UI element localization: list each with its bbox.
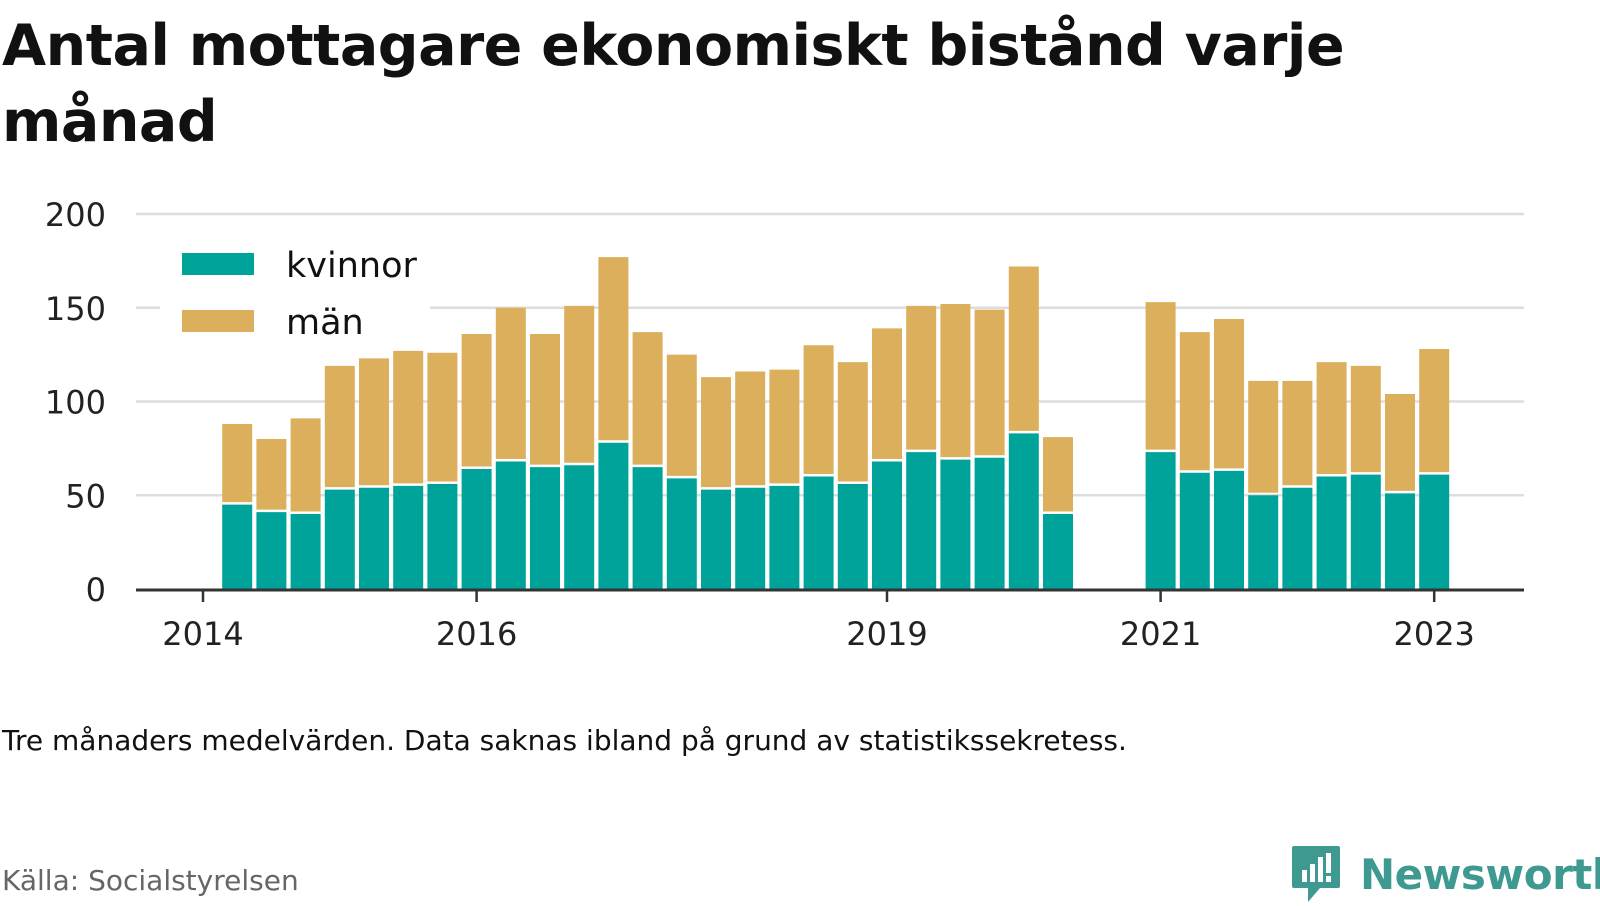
- bar-kvinnor: [1214, 470, 1244, 589]
- bar-man: [1350, 365, 1381, 473]
- bar-kvinnor: [1145, 452, 1176, 589]
- bar-man: [495, 307, 526, 459]
- bar-man: [598, 257, 629, 441]
- bar-man: [1282, 380, 1313, 486]
- legend-label-kvinnor: kvinnor: [286, 246, 417, 286]
- bar-man: [1043, 437, 1073, 512]
- legend-label-man: män: [286, 303, 364, 343]
- bar-kvinnor: [1385, 493, 1415, 589]
- bar-kvinnor: [427, 484, 458, 589]
- bar-kvinnor: [803, 476, 834, 589]
- bar-kvinnor: [837, 484, 868, 589]
- bars: [222, 257, 1450, 589]
- bar-kvinnor: [1248, 495, 1279, 589]
- y-axis-ticks: 0 50 100 150 200: [45, 196, 106, 609]
- bar-man: [461, 334, 492, 467]
- bar-kvinnor: [1008, 433, 1039, 589]
- bar-kvinnor: [1316, 476, 1347, 589]
- bar-kvinnor: [1043, 514, 1073, 589]
- bar-man: [222, 424, 253, 503]
- legend-swatch-kvinnor: [182, 253, 254, 275]
- newsworthy-logo-icon: [1292, 846, 1340, 902]
- bar-man: [290, 418, 321, 512]
- bar-kvinnor: [1350, 474, 1381, 589]
- x-tick-label: 2016: [436, 615, 517, 653]
- bar-man: [701, 377, 731, 488]
- bar-kvinnor: [564, 465, 595, 589]
- bar-kvinnor: [290, 514, 321, 589]
- bar-kvinnor: [769, 485, 800, 589]
- bar-man: [1419, 349, 1450, 473]
- newsworthy-logo: Newsworthy: [1290, 842, 1600, 906]
- bar-man: [427, 352, 458, 482]
- bar-kvinnor: [666, 478, 697, 589]
- x-axis-ticks: 2014 2016 2019 2021 2023: [162, 590, 1475, 653]
- bar-kvinnor: [940, 459, 971, 589]
- brand-name: Newsworthy: [1360, 849, 1600, 899]
- bar-man: [1248, 380, 1279, 493]
- bar-man: [1316, 362, 1347, 474]
- x-tick-label: 2014: [162, 615, 243, 653]
- bar-man: [803, 345, 834, 474]
- bar-man: [324, 365, 355, 488]
- bar-man: [1214, 319, 1244, 469]
- bar-man: [632, 332, 663, 465]
- chart-note: Tre månaders medelvärden. Data saknas ib…: [2, 724, 1127, 757]
- x-tick-label: 2019: [846, 615, 927, 653]
- y-tick-label: 100: [45, 384, 106, 422]
- bar-man: [872, 328, 902, 459]
- bar-kvinnor: [872, 461, 902, 589]
- chart-title: Antal mottagare ekonomiskt bistånd varje…: [2, 13, 1345, 155]
- bar-kvinnor: [1282, 487, 1313, 589]
- bar-man: [393, 350, 424, 484]
- bar-kvinnor: [701, 489, 731, 589]
- bar-kvinnor: [222, 504, 253, 589]
- x-tick-label: 2023: [1393, 615, 1474, 653]
- y-tick-label: 0: [86, 571, 106, 609]
- bar-man: [769, 369, 800, 484]
- bar-man: [256, 439, 287, 510]
- y-tick-label: 150: [45, 290, 106, 328]
- bar-man: [974, 309, 1005, 456]
- x-tick-label: 2021: [1120, 615, 1201, 653]
- y-tick-label: 200: [45, 196, 106, 234]
- bar-kvinnor: [1419, 474, 1450, 589]
- bar-kvinnor: [359, 487, 389, 589]
- legend-swatch-man: [182, 310, 254, 332]
- bar-kvinnor: [393, 485, 424, 589]
- bar-man: [837, 362, 868, 482]
- bar-kvinnor: [495, 461, 526, 589]
- bar-kvinnor: [461, 469, 492, 589]
- bar-man: [1179, 332, 1210, 471]
- bar-kvinnor: [530, 467, 560, 589]
- bar-man: [940, 304, 971, 458]
- bar-kvinnor: [324, 489, 355, 589]
- bar-kvinnor: [256, 512, 287, 589]
- bar-man: [1008, 266, 1039, 431]
- bar-kvinnor: [632, 467, 663, 589]
- bar-kvinnor: [598, 442, 629, 589]
- bar-man: [530, 334, 560, 465]
- bar-man: [906, 305, 937, 450]
- bar-man: [735, 371, 766, 486]
- bar-kvinnor: [735, 487, 766, 589]
- y-tick-label: 50: [65, 477, 106, 515]
- stacked-bar-chart: 0 50 100 150 200 2014 2016 2019 2021 2023 kvinno…: [45, 196, 1524, 653]
- legend: kvinnor män: [160, 240, 430, 348]
- source-credit: Källa: Socialstyrelsen: [2, 864, 299, 897]
- bar-man: [359, 358, 389, 486]
- bar-man: [564, 305, 595, 463]
- bar-man: [666, 354, 697, 476]
- bar-kvinnor: [906, 452, 937, 589]
- bar-man: [1385, 394, 1415, 491]
- bar-kvinnor: [974, 457, 1005, 589]
- bar-man: [1145, 302, 1176, 450]
- bar-kvinnor: [1179, 472, 1210, 589]
